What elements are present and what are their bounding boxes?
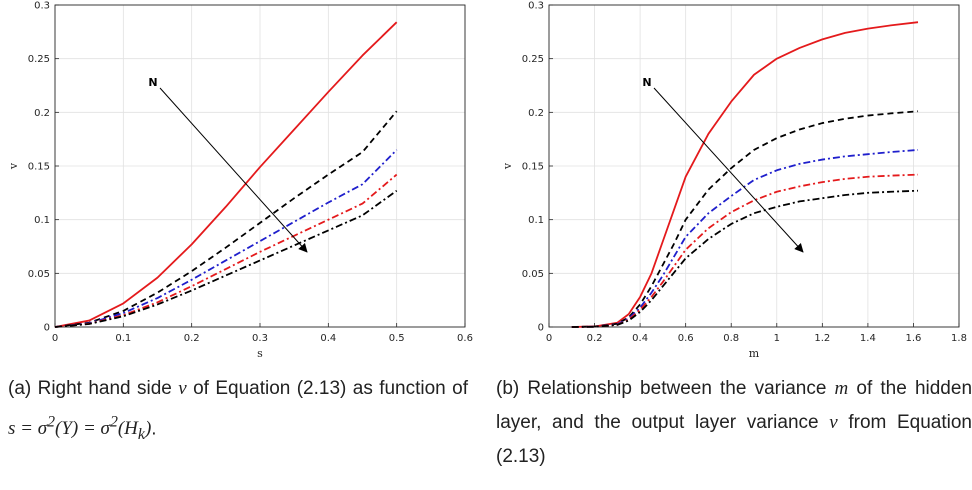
plot-frame [54,4,466,328]
y-axis-label: v [7,162,20,170]
x-tick-label: 1.6 [905,333,921,344]
x-tick-label: 1.8 [951,333,967,344]
y-tick-label: 0 [538,323,544,334]
n-arrow-label: N [148,76,157,89]
series-line-5 [54,189,398,328]
x-axis-label: s [257,347,263,360]
n-arrow [653,87,804,253]
y-tick-label: 0.15 [28,162,50,173]
n-arrow-label: N [642,76,651,89]
y-tick-label: 0.1 [528,215,544,226]
x-tick-label: 0.3 [252,333,268,344]
x-tick-label: 1.2 [814,333,830,344]
x-tick-label: 0 [546,333,552,344]
x-tick-label: 0.4 [632,333,648,344]
series-line-4 [54,173,398,328]
y-tick-label: 0.05 [28,269,50,280]
x-tick-label: 0.5 [389,333,405,344]
x-tick-label: 0.4 [320,333,336,344]
x-axis-label: m [749,347,760,360]
caption-a-var-v: v [178,378,187,399]
x-tick-label: 0.2 [184,333,200,344]
caption-b-var-m: m [834,378,849,399]
x-tick-label: 0 [52,333,58,344]
n-arrow [159,87,308,253]
chart-b: 0 0.2 0.4 0.6 0.8 1 1.2 1.4 1.6 1.8 0 0.05 0.1 0.15 0.… [501,1,967,361]
caption-a-text: of Equation (2.13) as function of [193,378,468,399]
y-tick-label: 0.05 [522,269,544,280]
chart-a: 0 0.1 0.2 0.3 0.4 0.5 0.6 0 0.05 0.1 0.15 0.2 0.25 0.… [7,1,473,361]
series-line-3 [54,149,398,328]
x-tick-label: 0.2 [587,333,603,344]
series-line-3 [571,149,919,328]
caption-a-math: s = σ2(Y) = σ2(Hk) [8,414,152,444]
caption-a-suffix: . [151,418,157,440]
caption-b-prefix: (b) Relationship between the variance [496,378,827,399]
x-tick-label: 0.8 [723,333,739,344]
x-tick-label: 0.1 [115,333,131,344]
plot-frame [548,4,960,328]
caption-a-prefix: (a) Right hand side [8,378,172,399]
y-tick-label: 0.25 [28,54,50,65]
caption-b-text2: from Equation (2.13) [496,412,972,467]
y-tick-label: 0.15 [522,162,544,173]
y-tick-label: 0.2 [528,108,544,119]
caption-a: (a) Right hand side v of Equation (2.13)… [8,372,468,452]
series-line-1 [571,21,919,328]
series-line-2 [571,110,919,328]
y-axis-label: v [501,162,514,170]
x-tick-label: 1 [774,333,780,344]
series-line-5 [571,189,919,328]
y-tick-label: 0 [44,323,50,334]
x-tick-label: 0.6 [457,333,473,344]
y-tick-label: 0.2 [34,108,50,119]
caption-b-var-v: v [829,412,838,433]
y-tick-label: 0.1 [34,215,50,226]
y-tick-label: 0.3 [528,1,544,12]
series-line-1 [54,21,398,328]
x-tick-label: 1.4 [860,333,876,344]
caption-b-text1: of the hidden layer, and the output laye… [496,378,972,433]
y-tick-label: 0.25 [522,54,544,65]
y-tick-label: 0.3 [34,1,50,12]
caption-b: (b) Relationship between the variance m … [496,372,972,474]
x-tick-label: 0.6 [678,333,694,344]
series-line-2 [54,110,398,328]
